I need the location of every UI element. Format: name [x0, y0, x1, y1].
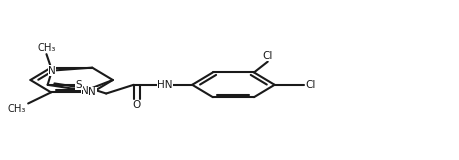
- Text: N: N: [81, 86, 89, 96]
- Text: Cl: Cl: [305, 80, 316, 90]
- Text: O: O: [132, 100, 140, 110]
- Text: N: N: [88, 87, 96, 97]
- Text: N: N: [48, 66, 56, 76]
- Text: S: S: [75, 80, 82, 90]
- Text: CH₃: CH₃: [7, 104, 26, 114]
- Text: CH₃: CH₃: [37, 43, 56, 53]
- Text: Cl: Cl: [263, 51, 273, 61]
- Text: HN: HN: [157, 80, 173, 90]
